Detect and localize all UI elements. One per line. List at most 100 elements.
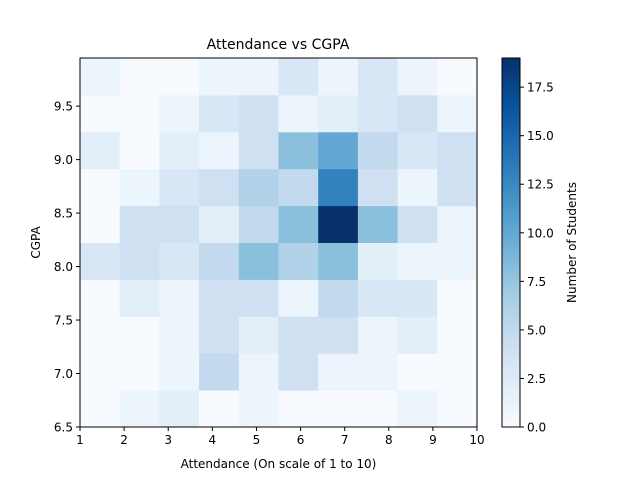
heatmap-cell [357,94,399,133]
y-axis-ticks: 6.5 7.0 7.5 8.0 8.5 9.0 9.5 [54,100,80,435]
heatmap-cell [357,168,399,207]
heatmap-cell [199,168,240,207]
heatmap-cell [318,279,359,317]
heatmap-cell [119,94,160,133]
heatmap-cell [278,205,319,243]
heatmap-cell [159,131,200,170]
heatmap-cell [318,168,359,207]
x-tick-label: 7 [341,433,349,447]
y-axis-label: CGPA [29,226,43,259]
heatmap-cell [199,205,240,243]
heatmap-cell [159,205,200,243]
heatmap-cell [119,279,160,317]
heatmap-cell [318,353,359,391]
heatmap-cell [80,58,121,96]
heatmap-cell [159,279,200,317]
heatmap-cell [278,168,319,207]
heatmap-cell [278,353,319,391]
heatmap-cell [357,353,399,391]
heatmap-cell [437,168,478,207]
colorbar-tick-label: 15.0 [527,129,554,143]
heatmap-cell [437,390,478,428]
heatmap-cell [278,390,319,428]
heatmap-cell [80,94,121,133]
heatmap-cell [397,279,438,317]
heatmap-cell [278,242,319,280]
heatmap-cell [159,242,200,280]
heatmap-cells [80,58,478,428]
heatmap-cell [238,168,279,207]
heatmap-cell [159,168,200,207]
y-tick-label: 9.5 [54,100,73,114]
heatmap-cell [318,58,359,96]
heatmap-cell [80,168,121,207]
heatmap-cell [397,205,438,243]
heatmap-cell [437,58,478,96]
heatmap-cell [437,353,478,391]
heatmap-cell [159,390,200,428]
heatmap-cell [159,94,200,133]
heatmap-cell [119,168,160,207]
heatmap-cell [199,390,240,428]
heatmap-cell [119,242,160,280]
x-tick-label: 4 [209,433,217,447]
colorbar-tick-label: 10.0 [527,226,554,240]
x-tick-label: 2 [120,433,128,447]
heatmap-cell [278,94,319,133]
x-tick-label: 6 [297,433,305,447]
x-axis-label: Attendance (On scale of 1 to 10) [181,457,377,471]
heatmap-cell [119,205,160,243]
colorbar-tick-label: 7.5 [527,275,546,289]
heatmap-cell [80,131,121,170]
colorbar-tick-label: 0.0 [527,421,546,435]
colorbar-tick-label: 17.5 [527,81,554,95]
chart-title: Attendance vs CGPA [207,37,350,53]
heatmap-cell [119,316,160,354]
heatmap-cell [357,316,399,354]
heatmap-cell [80,390,121,428]
heatmap-cell [159,353,200,391]
x-tick-label: 9 [429,433,437,447]
heatmap-cell [80,205,121,243]
heatmap-cell [397,131,438,170]
colorbar-tick-label: 5.0 [527,323,546,337]
heatmap-cell [437,205,478,243]
heatmap-cell [437,131,478,170]
heatmap-cell [238,353,279,391]
colorbar-label: Number of Students [565,182,579,303]
heatmap-cell [159,58,200,96]
colorbar-ticks: 0.0 2.5 5.0 7.5 10.0 12.5 15.0 17.5 [520,81,554,435]
heatmap-cell [318,242,359,280]
heatmap-cell [437,242,478,280]
heatmap-cell [278,58,319,96]
heatmap-cell [318,131,359,170]
heatmap-cell [238,390,279,428]
heatmap-cell [238,58,279,96]
heatmap-cell [397,168,438,207]
heatmap-cell [318,94,359,133]
heatmap-cell [238,131,279,170]
x-tick-label: 3 [164,433,172,447]
x-tick-label: 5 [253,433,261,447]
heatmap-cell [397,390,438,428]
heatmap-cell [199,353,240,391]
heatmap-cell [357,390,399,428]
y-tick-label: 7.5 [54,314,73,328]
heatmap-cell [80,353,121,391]
colorbar-tick-label: 2.5 [527,372,546,386]
heatmap-cell [199,242,240,280]
y-tick-label: 8.0 [54,260,73,274]
heatmap-cell [119,390,160,428]
heatmap-cell [119,58,160,96]
heatmap-cell [278,279,319,317]
heatmap-cell [199,316,240,354]
colorbar [501,57,521,428]
heatmap-cell [318,390,359,428]
heatmap-cell [318,316,359,354]
heatmap-cell [397,316,438,354]
heatmap-cell [357,205,399,243]
x-tick-label: 8 [385,433,393,447]
heatmap-cell [397,58,438,96]
heatmap-cell [357,242,399,280]
